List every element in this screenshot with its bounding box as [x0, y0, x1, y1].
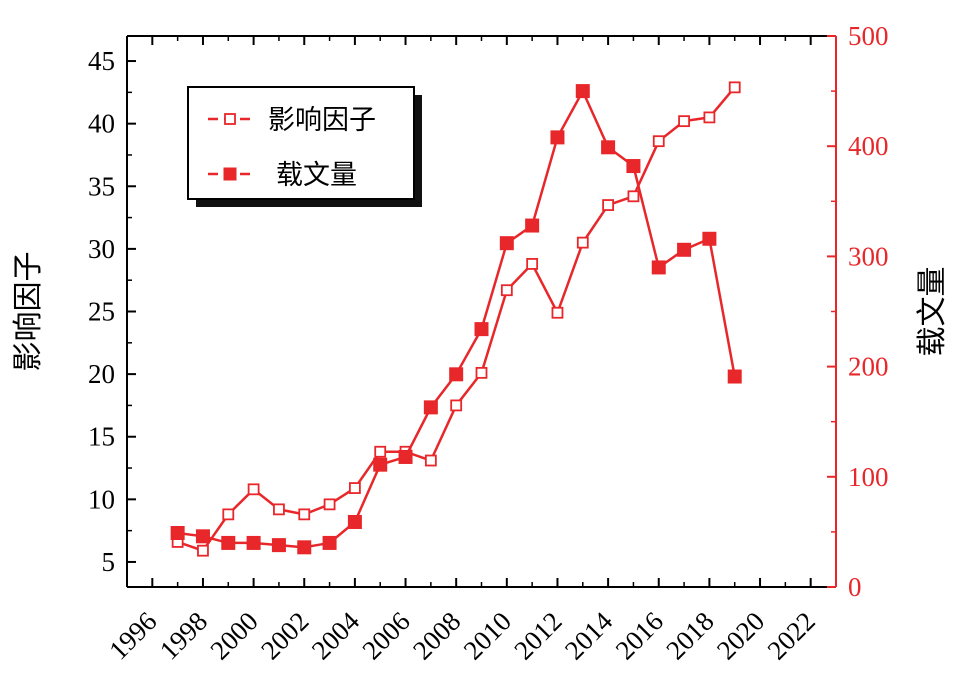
article-count-point: [727, 369, 742, 384]
article-count-point: [651, 260, 666, 275]
article-count-point: [626, 159, 641, 174]
legend-label: 载文量: [276, 160, 357, 191]
x-tick-label: 2014: [559, 606, 619, 666]
left-tick-label: 35: [88, 171, 115, 201]
impact-factor-point: [500, 284, 513, 297]
article-count-point: [170, 526, 185, 541]
x-tick-label: 2002: [255, 606, 314, 665]
article-count-point: [297, 540, 312, 555]
article-count-point: [423, 400, 438, 415]
article-count-point: [195, 529, 210, 544]
article-count-point: [702, 231, 717, 246]
impact-factor-point: [222, 508, 235, 521]
legend-marker-filled: [223, 167, 237, 181]
article-count-point: [525, 218, 540, 233]
impact-factor-point: [348, 482, 361, 494]
right-tick-label: 300: [848, 241, 889, 271]
x-tick-label: 2020: [711, 606, 770, 665]
x-tick-label: 2004: [306, 606, 366, 666]
right-tick-label: 500: [848, 21, 889, 51]
x-tick-label: 2012: [508, 606, 567, 665]
impact-factor-point: [703, 111, 716, 124]
legend-marker-open: [224, 113, 236, 125]
x-tick-label: 2006: [356, 606, 415, 665]
impact-factor-point: [298, 508, 311, 521]
article-count-point: [575, 84, 590, 99]
impact-factor-point: [728, 81, 741, 94]
right-axis-title: 载文量: [915, 267, 950, 357]
impact-factor-point: [678, 115, 690, 128]
x-tick-label: 2000: [204, 606, 263, 665]
article-count-point: [601, 140, 616, 155]
impact-factor-point: [323, 498, 336, 511]
article-count-point: [347, 514, 362, 529]
x-tick-label: 2010: [458, 606, 517, 665]
impact-factor-point: [247, 483, 260, 496]
right-tick-label: 200: [848, 352, 889, 382]
impact-factor-point: [374, 445, 387, 458]
left-tick-label: 45: [88, 46, 115, 76]
impact-factor-point: [551, 306, 564, 319]
left-tick-label: 20: [88, 359, 115, 389]
left-axis-title: 影响因子: [11, 252, 46, 372]
left-tick-label: 25: [88, 297, 115, 327]
right-tick-label: 400: [848, 131, 889, 161]
x-tick-label: 1996: [103, 606, 162, 665]
left-tick-label: 15: [88, 422, 115, 452]
impact-factor-point: [424, 454, 437, 467]
right-tick-label: 0: [848, 572, 862, 602]
article-count-point: [677, 242, 692, 257]
impact-factor-point: [576, 236, 589, 249]
x-tick-label: 2008: [407, 606, 466, 665]
article-count-point: [550, 130, 565, 145]
article-count-point: [373, 457, 388, 472]
article-count-point: [449, 367, 464, 382]
impact-factor-point: [197, 544, 209, 557]
article-count-point: [271, 538, 286, 553]
impact-factor-point: [602, 199, 615, 211]
x-tick-label: 2016: [610, 606, 669, 665]
series-layer: [170, 81, 742, 557]
article-count-point: [499, 236, 514, 251]
impact-factor-point: [475, 366, 488, 379]
x-tick-label: 1998: [154, 606, 213, 665]
impact-factor-point: [627, 190, 640, 203]
impact-factor-point: [526, 258, 539, 270]
article-count-point: [221, 535, 236, 550]
impact-factor-point: [652, 135, 665, 148]
article-count-point: [474, 322, 489, 337]
axes-layer: 1996199820002002200420062008201020122014…: [11, 21, 950, 665]
x-tick-label: 2018: [660, 606, 719, 665]
left-tick-label: 40: [88, 109, 115, 139]
left-tick-label: 10: [88, 484, 115, 514]
legend-label: 影响因子: [268, 105, 376, 136]
impact-factor-point: [273, 503, 285, 516]
left-tick-label: 30: [88, 234, 115, 264]
right-tick-label: 100: [848, 462, 889, 492]
left-tick-label: 5: [102, 547, 116, 577]
article-count-point: [398, 449, 413, 464]
x-tick-label: 2022: [762, 606, 821, 665]
impact-factor-point: [450, 399, 463, 412]
article-count-point: [322, 535, 337, 550]
article-count-point: [246, 535, 261, 550]
